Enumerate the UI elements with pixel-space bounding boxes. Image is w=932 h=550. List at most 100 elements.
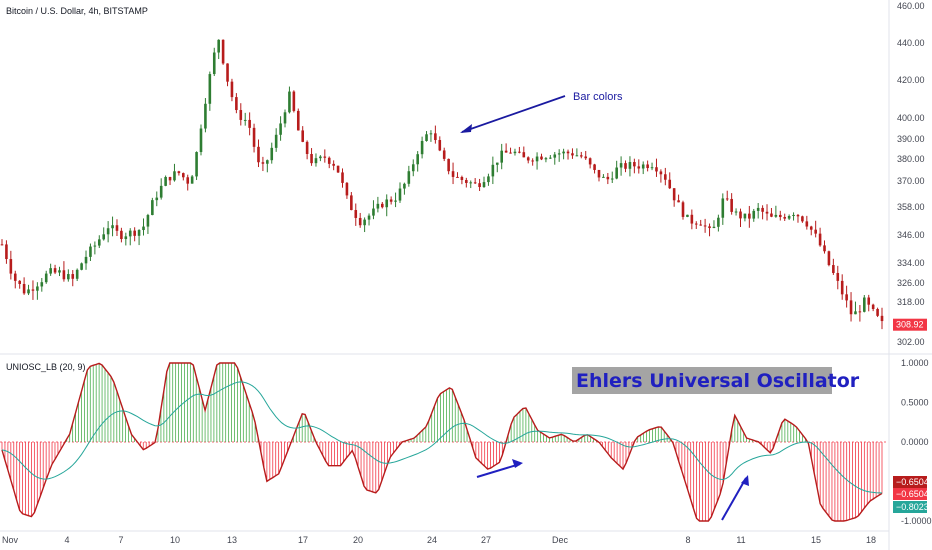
candle-body bbox=[783, 217, 787, 219]
candle-body bbox=[341, 172, 344, 183]
oscillator-title: UNIOSC_LB (20, 9) bbox=[6, 362, 86, 372]
price-tick-label: 460.00 bbox=[897, 1, 925, 11]
candle-body bbox=[319, 156, 322, 159]
time-tick-label: 15 bbox=[811, 535, 821, 545]
candle-body bbox=[655, 167, 658, 172]
time-axis[interactable]: Nov 4 7 10 13 17 20 24 27 Dec 8 11 15 18 bbox=[2, 535, 876, 545]
candle-body bbox=[597, 169, 601, 178]
candle-body bbox=[717, 217, 720, 227]
candle-body bbox=[93, 245, 97, 247]
candle-body bbox=[531, 160, 534, 162]
last-price-badge bbox=[893, 318, 927, 331]
candle-body bbox=[668, 179, 672, 189]
time-tick-label: 27 bbox=[481, 535, 491, 545]
time-tick-label: 13 bbox=[227, 535, 237, 545]
candle-body bbox=[434, 133, 437, 141]
candle-body bbox=[199, 128, 203, 153]
candle-body bbox=[588, 158, 592, 165]
price-candles[interactable] bbox=[0, 39, 884, 330]
candle-body bbox=[363, 219, 366, 226]
candle-body bbox=[460, 176, 464, 180]
candle-body bbox=[0, 244, 4, 246]
candle-body bbox=[549, 157, 552, 159]
oscillator-arrows bbox=[476, 459, 749, 521]
price-y-axis[interactable]: 460.00 440.00 420.00 400.00 390.00 380.00 370.… bbox=[893, 1, 927, 347]
candle-body bbox=[310, 153, 313, 164]
candle-body bbox=[403, 183, 406, 189]
candle-body bbox=[465, 179, 468, 183]
price-tick-label: 400.00 bbox=[897, 113, 925, 123]
candle-body bbox=[217, 39, 220, 53]
candle-body bbox=[818, 233, 822, 246]
candle-body bbox=[9, 259, 13, 274]
candle-body bbox=[243, 119, 247, 121]
candle-body bbox=[40, 282, 44, 287]
candle-body bbox=[801, 216, 804, 222]
arrow-line bbox=[476, 463, 521, 478]
candle-body bbox=[305, 141, 309, 154]
candle-body bbox=[71, 274, 75, 279]
candle-body bbox=[473, 182, 477, 184]
candle-body bbox=[420, 140, 424, 155]
candle-body bbox=[190, 176, 194, 184]
candle-body bbox=[314, 158, 318, 164]
candle-body bbox=[376, 203, 380, 209]
candle-body bbox=[226, 63, 229, 82]
osc-value-badge bbox=[893, 501, 927, 513]
candle-body bbox=[407, 171, 411, 184]
candle-body bbox=[31, 289, 35, 291]
candle-body bbox=[451, 171, 455, 177]
price-tick-label: 346.00 bbox=[897, 230, 925, 240]
candle-body bbox=[248, 119, 251, 128]
candle-body bbox=[863, 297, 866, 312]
candle-body bbox=[518, 151, 521, 153]
candle-body bbox=[22, 283, 26, 294]
time-tick-label: 8 bbox=[685, 535, 690, 545]
osc-value-label: −0.8023 bbox=[896, 502, 929, 512]
candle-body bbox=[235, 97, 238, 111]
candle-body bbox=[646, 164, 649, 169]
candle-body bbox=[500, 150, 503, 163]
candle-body bbox=[442, 150, 446, 159]
candle-body bbox=[637, 166, 641, 169]
candle-body bbox=[602, 176, 605, 178]
candle-body bbox=[288, 91, 291, 113]
candle-body bbox=[664, 174, 667, 180]
candle-body bbox=[712, 226, 716, 229]
candle-body bbox=[876, 309, 879, 316]
candle-body bbox=[204, 103, 207, 129]
candle-body bbox=[880, 315, 884, 322]
candle-body bbox=[394, 200, 397, 202]
time-tick-label: 11 bbox=[736, 535, 745, 545]
candle-body bbox=[270, 147, 274, 161]
candle-body bbox=[292, 91, 296, 111]
candle-body bbox=[491, 164, 495, 177]
oscillator-y-axis[interactable]: 1.0000 0.5000 0.0000 -1.0000 −0.6504 −0.6504 −… bbox=[893, 358, 932, 526]
candle-body bbox=[849, 300, 853, 315]
candle-body bbox=[120, 230, 123, 240]
candle-body bbox=[482, 182, 486, 188]
candle-body bbox=[734, 211, 738, 213]
candle-body bbox=[89, 246, 92, 257]
candle-body bbox=[566, 151, 570, 154]
candle-body bbox=[106, 228, 110, 235]
osc-tick-label: 0.5000 bbox=[901, 398, 929, 408]
candle-body bbox=[836, 272, 840, 281]
time-tick-label: 17 bbox=[298, 535, 308, 545]
candle-body bbox=[575, 155, 579, 157]
price-tick-label: 334.00 bbox=[897, 258, 925, 268]
candle-body bbox=[301, 130, 305, 142]
oscillator-pane[interactable]: UNIOSC_LB (20, 9) 1.0000 0.5000 0.0000 -1.0… bbox=[0, 358, 932, 526]
candle-body bbox=[809, 226, 813, 230]
osc-value-badge bbox=[893, 488, 927, 500]
candle-body bbox=[681, 202, 685, 217]
candle-body bbox=[416, 154, 419, 165]
candle-body bbox=[173, 171, 176, 181]
candle-body bbox=[327, 157, 331, 164]
candle-body bbox=[495, 162, 499, 165]
candle-body bbox=[159, 185, 163, 198]
price-tick-label: 420.00 bbox=[897, 75, 925, 85]
candle-body bbox=[208, 74, 212, 104]
